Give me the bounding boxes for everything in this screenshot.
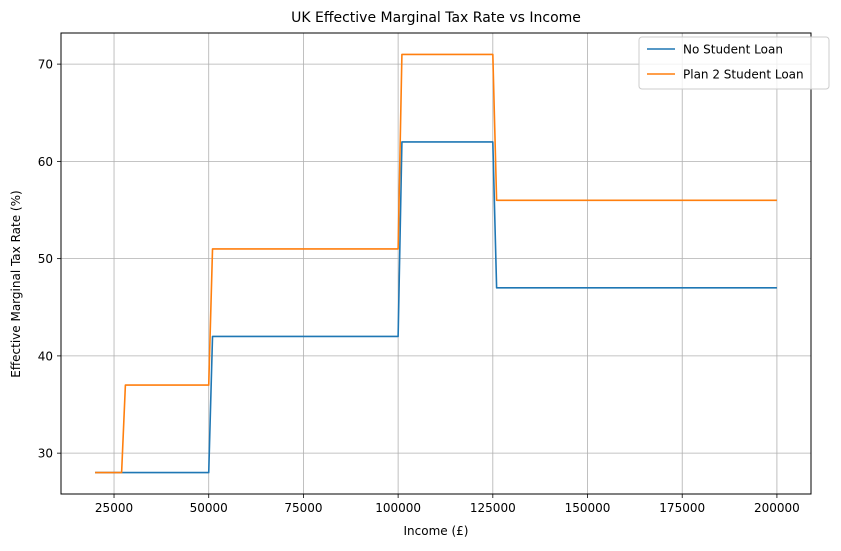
x-tick-label: 25000 [95, 501, 133, 515]
x-tick-label: 175000 [659, 501, 705, 515]
x-axis-label: Income (£) [404, 524, 469, 538]
x-tick-label: 150000 [565, 501, 611, 515]
y-tick-label: 40 [38, 349, 53, 363]
x-axis-ticks: 25000 50000 75000 100000 125000 150000 175000 2… [95, 494, 800, 515]
legend-box [638, 36, 830, 90]
legend-label-no-student-loan: No Student Loan [683, 43, 783, 57]
y-tick-label: 70 [38, 58, 53, 72]
legend-label-plan-2-student-loan: Plan 2 Student Loan [683, 68, 804, 82]
grid [61, 33, 811, 494]
series-layer [95, 53, 777, 474]
x-tick-label: 100000 [375, 501, 421, 515]
legend: No Student Loan Plan 2 Student Loan [638, 36, 830, 90]
series-line-plan-2-student-loan [95, 53, 777, 474]
y-axis-ticks: 30 40 50 60 70 [38, 58, 61, 461]
plot-frame [60, 32, 812, 495]
chart-title: UK Effective Marginal Tax Rate vs Income [291, 10, 581, 26]
y-tick-label: 60 [38, 155, 53, 169]
x-tick-label: 50000 [190, 501, 228, 515]
y-axis-label: Effective Marginal Tax Rate (%) [9, 190, 23, 377]
x-tick-label: 75000 [284, 501, 322, 515]
x-tick-label: 125000 [470, 501, 516, 515]
x-tick-label: 200000 [754, 501, 800, 515]
y-tick-label: 50 [38, 252, 53, 266]
series-line-no-student-loan [95, 141, 777, 474]
y-tick-label: 30 [38, 447, 53, 461]
